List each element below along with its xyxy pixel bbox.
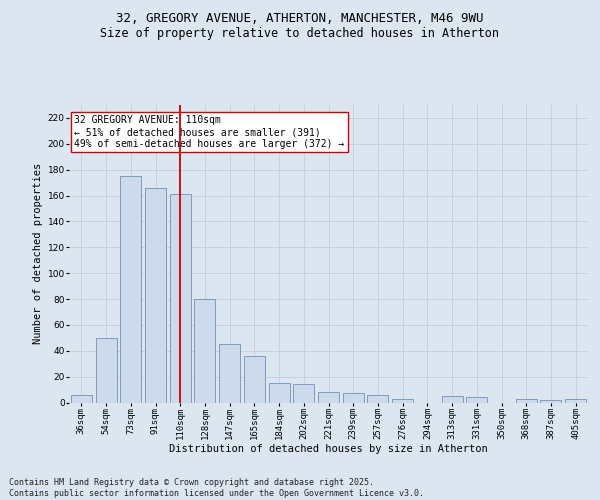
- Text: 32 GREGORY AVENUE: 110sqm
← 51% of detached houses are smaller (391)
49% of semi: 32 GREGORY AVENUE: 110sqm ← 51% of detac…: [74, 116, 344, 148]
- Bar: [170, 194, 191, 402]
- Bar: [71, 394, 92, 402]
- Bar: [219, 344, 240, 403]
- Text: 32, GREGORY AVENUE, ATHERTON, MANCHESTER, M46 9WU: 32, GREGORY AVENUE, ATHERTON, MANCHESTER…: [116, 12, 484, 26]
- Text: Size of property relative to detached houses in Atherton: Size of property relative to detached ho…: [101, 28, 499, 40]
- Bar: [466, 398, 487, 402]
- Bar: [516, 398, 537, 402]
- Bar: [318, 392, 339, 402]
- Bar: [565, 398, 586, 402]
- Bar: [269, 383, 290, 402]
- Bar: [442, 396, 463, 402]
- Text: Contains HM Land Registry data © Crown copyright and database right 2025.
Contai: Contains HM Land Registry data © Crown c…: [9, 478, 424, 498]
- Y-axis label: Number of detached properties: Number of detached properties: [34, 163, 43, 344]
- X-axis label: Distribution of detached houses by size in Atherton: Distribution of detached houses by size …: [169, 444, 488, 454]
- Bar: [145, 188, 166, 402]
- Bar: [120, 176, 141, 402]
- Bar: [244, 356, 265, 403]
- Bar: [194, 299, 215, 403]
- Bar: [367, 394, 388, 402]
- Bar: [95, 338, 116, 402]
- Bar: [541, 400, 562, 402]
- Bar: [293, 384, 314, 402]
- Bar: [392, 398, 413, 402]
- Bar: [343, 394, 364, 402]
